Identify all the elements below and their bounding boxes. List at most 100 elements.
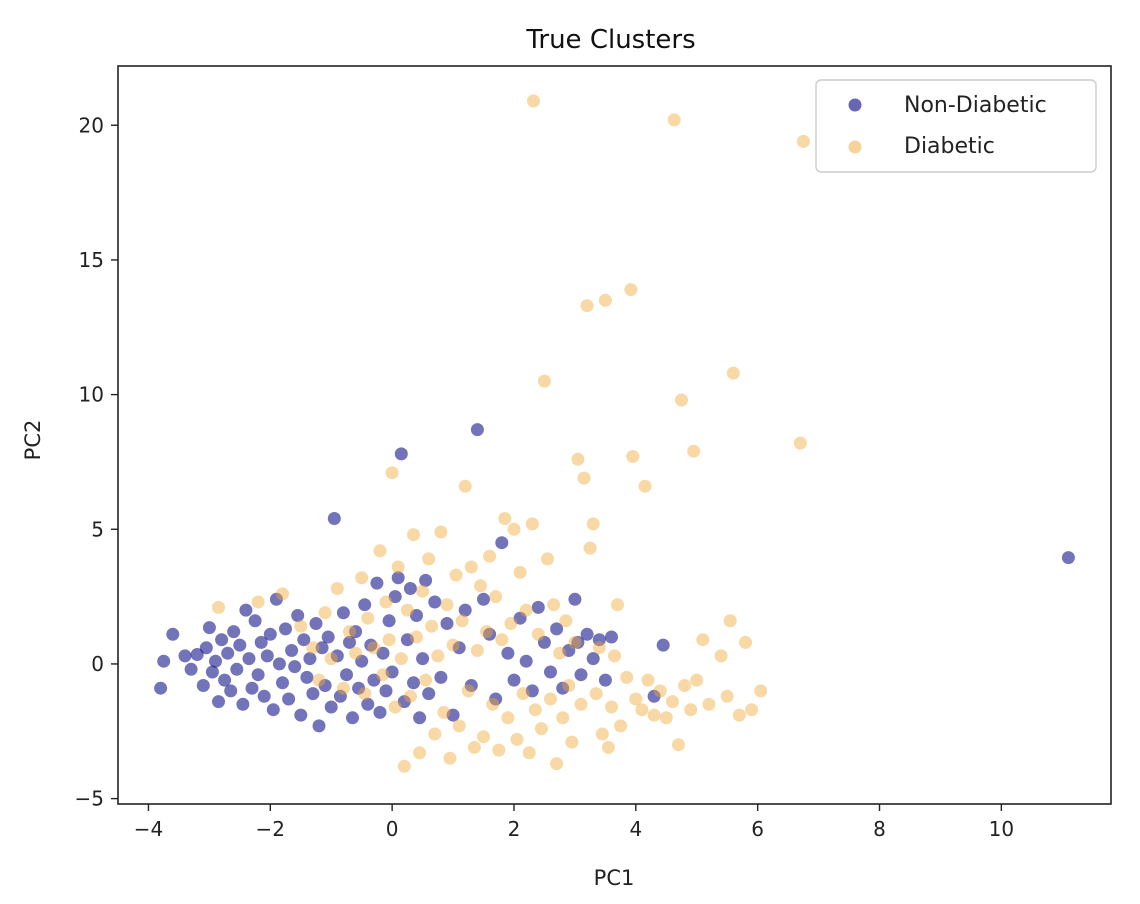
point-non-diabetic bbox=[428, 595, 442, 609]
plot-frame bbox=[117, 65, 1112, 805]
point-non-diabetic bbox=[312, 719, 326, 733]
point-diabetic bbox=[425, 619, 439, 633]
point-non-diabetic bbox=[355, 654, 369, 668]
point-diabetic bbox=[306, 641, 320, 655]
point-diabetic bbox=[601, 740, 615, 754]
point-non-diabetic bbox=[340, 668, 353, 682]
point-diabetic bbox=[696, 633, 710, 647]
point-diabetic bbox=[559, 614, 573, 628]
y-tick-label: 15 bbox=[79, 248, 104, 272]
point-diabetic bbox=[361, 611, 375, 625]
point-diabetic bbox=[452, 719, 466, 733]
point-non-diabetic bbox=[407, 676, 420, 690]
point-diabetic bbox=[586, 517, 600, 531]
point-non-diabetic bbox=[434, 670, 448, 684]
point-diabetic bbox=[732, 708, 746, 722]
point-non-diabetic bbox=[419, 573, 433, 587]
x-axis-label: PC1 bbox=[594, 866, 635, 890]
point-diabetic bbox=[276, 587, 289, 601]
point-non-diabetic bbox=[266, 703, 280, 717]
point-diabetic bbox=[495, 633, 509, 647]
point-diabetic bbox=[562, 679, 576, 692]
point-non-diabetic bbox=[324, 700, 338, 714]
point-diabetic bbox=[611, 598, 624, 612]
x-axis: −4 −2 0 2 4 6 8 10 bbox=[134, 804, 1014, 841]
y-tick-label: 0 bbox=[91, 652, 104, 676]
point-diabetic bbox=[638, 479, 652, 493]
point-non-diabetic bbox=[233, 638, 247, 652]
point-diabetic bbox=[483, 549, 497, 563]
point-diabetic bbox=[522, 746, 536, 760]
point-non-diabetic bbox=[285, 644, 299, 657]
point-diabetic bbox=[519, 603, 533, 617]
point-diabetic bbox=[608, 649, 621, 663]
point-diabetic bbox=[684, 703, 698, 717]
point-diabetic bbox=[455, 614, 469, 628]
point-non-diabetic bbox=[239, 603, 253, 617]
point-non-diabetic bbox=[279, 622, 292, 636]
point-diabetic bbox=[382, 633, 396, 647]
y-axis-label: PC2 bbox=[21, 420, 45, 461]
point-diabetic bbox=[793, 436, 807, 450]
point-non-diabetic bbox=[221, 646, 235, 660]
point-diabetic bbox=[653, 684, 667, 698]
point-diabetic bbox=[397, 759, 411, 773]
point-non-diabetic bbox=[507, 673, 521, 687]
point-non-diabetic bbox=[410, 609, 423, 622]
point-diabetic bbox=[410, 630, 423, 644]
point-non-diabetic bbox=[327, 512, 341, 525]
point-non-diabetic bbox=[166, 627, 180, 641]
point-diabetic bbox=[568, 635, 582, 649]
point-diabetic bbox=[330, 582, 344, 595]
point-diabetic bbox=[641, 673, 655, 687]
point-diabetic bbox=[531, 627, 545, 641]
point-non-diabetic bbox=[440, 617, 454, 630]
point-diabetic bbox=[525, 517, 539, 531]
legend-box bbox=[815, 79, 1097, 173]
point-diabetic bbox=[394, 652, 408, 666]
point-diabetic bbox=[672, 738, 685, 752]
point-diabetic bbox=[678, 679, 692, 692]
y-tick-label: −5 bbox=[75, 787, 104, 811]
point-non-diabetic bbox=[647, 689, 661, 703]
point-non-diabetic bbox=[370, 576, 384, 590]
x-tick-label: −2 bbox=[256, 817, 285, 841]
point-non-diabetic bbox=[605, 630, 618, 644]
point-diabetic bbox=[467, 740, 481, 754]
point-non-diabetic bbox=[571, 635, 585, 649]
point-non-diabetic bbox=[251, 668, 265, 682]
point-diabetic bbox=[527, 94, 540, 108]
point-diabetic bbox=[635, 703, 649, 717]
point-diabetic bbox=[355, 571, 369, 585]
x-tick-label: 2 bbox=[508, 817, 521, 841]
point-diabetic bbox=[446, 638, 460, 652]
point-diabetic bbox=[626, 450, 640, 463]
point-non-diabetic bbox=[154, 681, 168, 695]
point-diabetic bbox=[470, 644, 484, 657]
point-diabetic bbox=[504, 617, 518, 630]
point-diabetic bbox=[513, 565, 527, 579]
point-non-diabetic bbox=[358, 598, 372, 612]
point-non-diabetic bbox=[367, 673, 381, 687]
point-diabetic bbox=[464, 560, 478, 574]
point-non-diabetic bbox=[483, 627, 497, 641]
point-non-diabetic bbox=[218, 673, 232, 687]
point-diabetic bbox=[458, 479, 472, 493]
legend: Non-Diabetic Diabetic bbox=[815, 79, 1097, 173]
point-non-diabetic bbox=[205, 665, 219, 679]
point-non-diabetic bbox=[379, 684, 393, 698]
point-diabetic bbox=[431, 649, 445, 663]
point-non-diabetic bbox=[215, 633, 229, 647]
point-diabetic bbox=[486, 697, 500, 711]
point-diabetic bbox=[702, 697, 716, 711]
point-non-diabetic bbox=[531, 600, 545, 614]
point-non-diabetic bbox=[260, 649, 274, 663]
point-diabetic bbox=[501, 711, 515, 725]
point-non-diabetic bbox=[318, 679, 332, 692]
point-non-diabetic bbox=[236, 697, 250, 711]
point-non-diabetic bbox=[513, 611, 527, 625]
x-tick-label: 6 bbox=[751, 817, 764, 841]
point-diabetic bbox=[312, 673, 326, 687]
point-diabetic bbox=[388, 700, 402, 714]
